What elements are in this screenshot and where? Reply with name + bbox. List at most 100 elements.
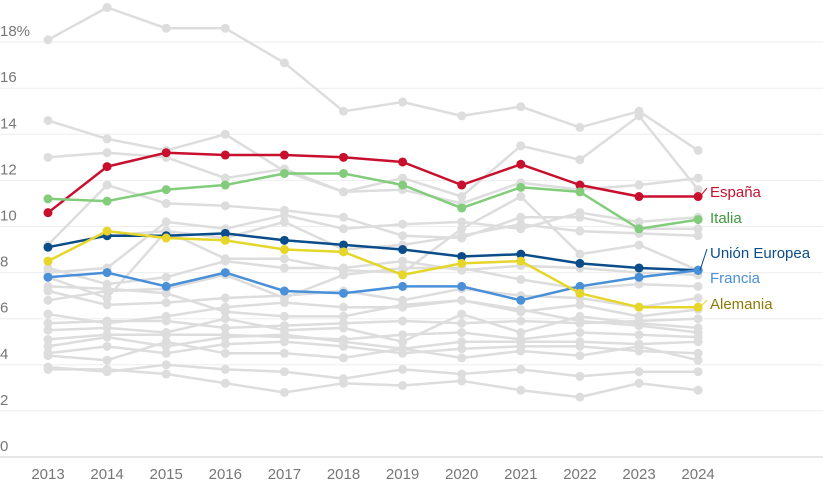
series-3-point [279,235,289,245]
background-series-4-point [398,231,408,241]
x-tick-label: 2020 [445,466,478,483]
background-series-9-point [516,275,526,285]
series-2-point [102,196,112,206]
y-tick-label: 0 [0,438,8,455]
series-2-point [575,187,585,197]
background-series-16-point [279,337,289,347]
background-series [43,3,703,402]
background-series-9-point [693,281,703,291]
series-3-point [575,258,585,268]
background-series-17-point [516,346,526,356]
background-series-2-point [43,115,53,125]
background-series-4-point [102,180,112,190]
background-series-2-point [457,192,467,202]
background-series-10-point [161,298,171,308]
series-labels: España Italia Unión Europea Francia Alemania [699,184,811,313]
background-series-14-point [634,330,644,340]
background-series-12-point [693,314,703,324]
background-series-8-point [398,256,408,266]
background-series-16-point [339,341,348,351]
background-series-5 [43,208,703,278]
background-series-7-point [457,224,467,234]
background-series-16-point [457,344,467,354]
background-series-16-point [102,341,112,351]
background-series-3-point [634,180,644,190]
background-series-17-point [279,348,289,358]
background-series-20-point [398,300,408,310]
y-tick-label: 12 [0,161,17,178]
background-series-3-point [102,148,112,158]
series-2-point [457,203,467,213]
x-tick-label: 2023 [622,466,655,483]
background-series-17-point [43,351,53,361]
background-series-13-point [457,309,467,319]
x-tick-label: 2024 [681,466,714,483]
series-5-point [575,288,585,298]
series-4-point [575,281,585,291]
background-series-8-point [43,263,53,273]
background-series-1-point [102,3,112,13]
series-3-point [516,249,526,259]
background-series-18-point [575,371,585,381]
background-series-10-line [46,287,700,309]
background-series-20-point [279,311,289,321]
series-label: Alemania [710,296,773,313]
background-series-11-point [575,300,585,310]
background-series-19-point [575,392,585,402]
background-series-1-point [339,106,348,116]
series-label: España [710,184,762,201]
x-tick-label: 2016 [209,466,242,483]
background-series-17-point [102,355,112,365]
background-series-16-point [220,339,230,349]
series-5-point [102,226,112,236]
background-series-8-point [279,263,289,273]
background-series-15-point [279,330,289,340]
series-5-line [46,229,700,309]
background-series-1-point [457,111,467,121]
background-series-18-point [279,367,289,377]
background-series-10-point [693,293,703,303]
background-series-4-point [339,212,348,222]
background-series-6-point [575,226,585,236]
series-label: Italia [710,210,742,227]
background-series-8-point [339,263,348,273]
label-connector [699,248,708,271]
series-4-point [457,281,467,291]
background-series-2-point [102,134,112,144]
background-series-8-point [161,272,171,282]
background-series-1-point [693,145,703,155]
background-series-15-point [457,337,467,347]
series-1-point [516,159,526,169]
x-tick-label: 2021 [504,466,537,483]
background-series-16-line [46,340,700,355]
highlighted-series [43,148,703,312]
series-4-line [46,269,700,302]
background-series-18-point [220,364,230,374]
background-series-20-point [516,304,526,314]
background-series-6-point [457,231,467,241]
background-series-14-point [457,328,467,338]
background-series-2-point [575,155,585,165]
background-series-17-line [46,340,700,362]
background-series-20-point [457,295,467,305]
series-2-point [398,180,408,190]
background-series-18-point [398,364,408,374]
background-series-17-point [339,353,348,363]
background-series-19-point [398,381,408,391]
background-series-15-point [102,332,112,342]
background-series-3-point [693,173,703,183]
background-series-5-point [457,217,467,227]
background-series-16-point [693,348,703,358]
background-series-13-point [220,314,230,324]
x-tick-label: 2022 [563,466,596,483]
series-2 [43,168,703,234]
series-5-point [398,270,408,280]
x-tick-label: 2018 [327,466,360,483]
background-series-4-point [516,212,526,222]
background-series-20-point [43,281,53,291]
background-series-7-point [634,240,644,250]
series-1-point [634,192,644,202]
background-series-14-line [46,331,700,341]
background-series-11-line [46,299,700,325]
background-series-17-point [634,341,644,351]
